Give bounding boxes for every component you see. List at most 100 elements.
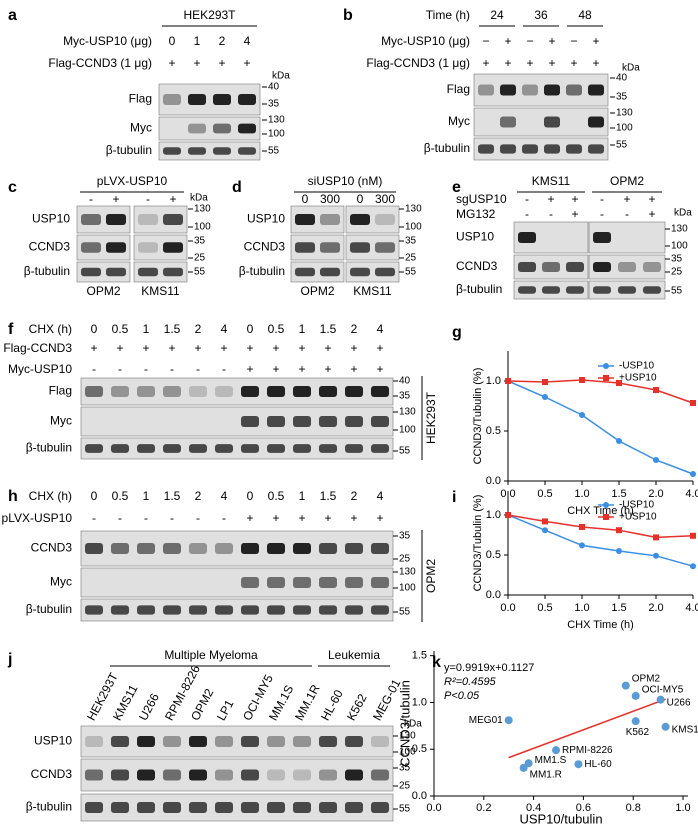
- row-name: CCND3: [244, 240, 286, 254]
- band: [371, 386, 389, 397]
- y-tick-label: 0.5: [486, 425, 501, 437]
- size-marker: 35: [399, 763, 411, 774]
- band: [111, 605, 129, 615]
- condition-value: -: [222, 511, 226, 525]
- band: [267, 386, 285, 397]
- condition-value: +: [272, 362, 279, 376]
- row-name: β-tubulin: [239, 264, 285, 278]
- blot: [80, 793, 394, 822]
- condition-name: MG132: [456, 207, 496, 221]
- row-name: β-tubulin: [26, 441, 72, 455]
- band: [371, 543, 389, 554]
- data-point: [653, 552, 659, 559]
- band: [500, 84, 516, 96]
- legend-label: +USP10: [619, 373, 657, 384]
- condition-value: 24: [490, 8, 504, 22]
- y-tick-label: 1.0: [486, 375, 501, 387]
- band: [320, 267, 340, 277]
- data-point: [690, 471, 696, 477]
- band: [138, 242, 158, 253]
- band: [241, 543, 259, 554]
- band: [375, 242, 395, 253]
- row-name: Flag: [447, 82, 470, 96]
- band: [375, 214, 395, 225]
- size-marker: 130: [399, 567, 416, 578]
- row-name: Myc: [448, 114, 470, 128]
- blot: [133, 261, 188, 283]
- condition-value: +: [548, 34, 555, 48]
- band: [566, 286, 584, 294]
- annotation: y=0.9919x+0.1127: [444, 662, 534, 674]
- condition-value: -: [196, 362, 200, 376]
- band: [293, 577, 311, 588]
- data-point: [579, 412, 585, 418]
- band: [163, 267, 183, 277]
- band: [544, 84, 560, 96]
- band: [350, 242, 370, 253]
- data-point: [542, 394, 548, 400]
- y-axis-label: CCND3/tubulin: [397, 680, 412, 767]
- size-marker: 35: [405, 236, 417, 247]
- condition-value: 2: [195, 489, 202, 503]
- band: [588, 116, 604, 128]
- band: [111, 444, 129, 453]
- condition-value: 1: [299, 322, 306, 336]
- x-axis-label: CHX Time (h): [567, 505, 634, 517]
- band: [518, 232, 536, 243]
- band: [267, 736, 285, 747]
- x-tick-label: 2.0: [648, 488, 663, 500]
- band: [542, 261, 560, 273]
- condition-value: 0: [91, 322, 98, 336]
- size-marker: 40: [616, 73, 628, 84]
- x-tick-label: 0.2: [476, 802, 491, 814]
- band: [106, 214, 126, 225]
- x-tick-label: 1.5: [611, 488, 626, 500]
- size-marker: 40: [399, 376, 411, 387]
- legend-label: +USP10: [619, 512, 657, 523]
- size-marker: 130: [194, 204, 211, 215]
- band: [544, 144, 560, 154]
- band: [542, 286, 560, 294]
- condition-name: Flag-CCND3: [3, 341, 72, 355]
- band: [320, 214, 340, 225]
- point-label: HL-60: [584, 759, 612, 770]
- size-marker: 130: [399, 407, 416, 418]
- band: [593, 261, 611, 273]
- band: [618, 261, 636, 273]
- condition-name: Myc-USP10 (μg): [63, 34, 152, 48]
- condition-value: +: [169, 192, 176, 206]
- blot: [290, 261, 345, 283]
- condition-value: +: [648, 207, 655, 221]
- condition-name: Myc-USP10: [8, 362, 72, 376]
- band: [566, 261, 584, 273]
- header: KMS11: [532, 174, 571, 188]
- condition-value: +: [298, 341, 305, 355]
- cell-line: OPM2: [300, 284, 334, 298]
- size-marker: 35: [268, 99, 280, 110]
- band: [106, 267, 126, 277]
- condition-value: 0: [357, 192, 364, 206]
- y-tick-label: 1.0: [412, 696, 427, 708]
- band: [593, 286, 611, 294]
- condition-value: 4: [377, 489, 384, 503]
- band: [478, 84, 494, 96]
- blot: [80, 598, 394, 622]
- band: [293, 605, 311, 615]
- condition-value: -: [170, 362, 174, 376]
- condition-value: +: [142, 341, 149, 355]
- row-name: Myc: [50, 575, 72, 589]
- condition-value: +: [194, 341, 201, 355]
- data-point: [504, 716, 513, 725]
- condition-value: 1.5: [320, 322, 337, 336]
- condition-value: +: [90, 341, 97, 355]
- condition-value: +: [324, 341, 331, 355]
- band: [319, 444, 337, 453]
- panel-letter: j: [7, 651, 12, 668]
- blot: [80, 406, 394, 437]
- cell-line: OPM2: [86, 284, 120, 298]
- x-tick-label: 1.0: [574, 602, 589, 614]
- y-tick-label: 0.0: [486, 589, 501, 601]
- legend-marker: [603, 375, 609, 381]
- band: [267, 444, 285, 453]
